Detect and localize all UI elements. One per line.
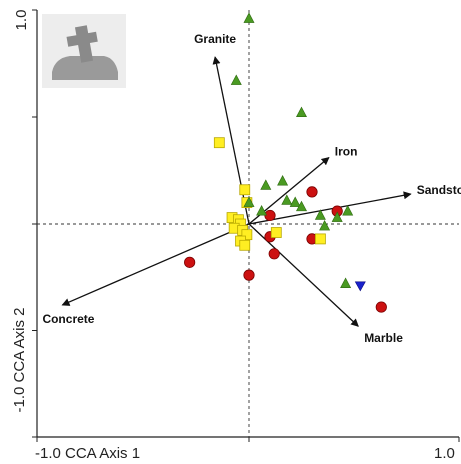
point-triangle-7 [289,196,301,207]
point-square-8 [241,229,253,241]
point-square-12 [314,233,326,245]
point-triangle-12 [256,205,268,216]
point-triangle-0 [243,12,255,23]
point-square-1 [239,184,251,196]
tombstone-icon [42,14,126,88]
y-tick-max-label: 1.0 [13,10,30,31]
point-circle-1 [243,269,255,281]
point-triangle-2 [296,106,307,118]
point-triangle-9 [314,209,326,220]
point-triangle-11 [342,205,354,216]
point-circle-5 [306,186,318,198]
point-triangle-3 [277,175,289,186]
point-triangle-6 [281,194,293,205]
point-circle-0 [184,256,196,268]
x-tick-max-label: 1.0 [434,445,455,462]
point-triangle-4 [260,179,272,190]
point-triangle-1 [230,74,242,85]
arrow-label-marble: Marble [364,331,403,345]
x-axis-title: -1.0 CCA Axis 1 [35,445,140,462]
sample-points [184,12,387,313]
y-axis-title: -1.0 CCA Axis 2 [11,307,28,412]
point-triangle-13 [319,219,331,231]
arrow-label-granite: Granite [194,32,236,46]
axes [32,9,460,442]
arrow-sandstone [248,191,412,225]
point-triangle-10 [331,211,343,222]
point-triangle-8 [296,200,307,212]
point-circle-8 [375,301,387,313]
point-inverted-triangle-0 [354,281,366,292]
point-square-11 [270,227,282,238]
arrow-granite [212,56,250,225]
point-triangle-5 [243,196,255,207]
point-square-0 [213,137,225,149]
arrow-concrete [61,223,250,306]
point-circle-4 [268,248,280,260]
point-triangle-14 [340,277,352,288]
arrow-label-sandstone: Sandstone [417,183,461,197]
arrow-label-concrete: Concrete [42,312,94,326]
point-square-10 [239,239,251,251]
arrow-label-iron: Iron [335,145,358,159]
